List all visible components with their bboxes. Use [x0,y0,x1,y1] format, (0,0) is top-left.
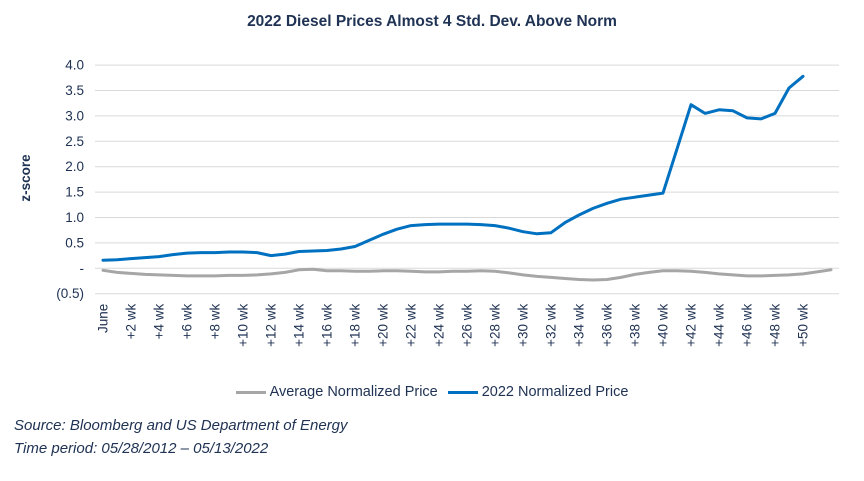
y-tick-label: 2.5 [65,134,84,149]
y-tick-label: 1.5 [65,185,84,200]
source-note: Source: Bloomberg and US Department of E… [14,417,348,434]
legend-item-average: Average Normalized Price [235,384,438,400]
x-tick-label: +48 wk [768,303,783,346]
x-tick-label: +32 wk [544,303,559,346]
x-tick-label: +46 wk [740,303,755,346]
y-tick-label: 0.5 [65,235,84,250]
x-tick-label: +6 wk [180,303,195,339]
x-tick-label: +2 wk [124,303,139,339]
x-tick-label: +14 wk [292,303,307,346]
x-tick-label: +10 wk [236,303,251,346]
chart-title: 2022 Diesel Prices Almost 4 Std. Dev. Ab… [247,13,617,30]
legend-label-2022: 2022 Normalized Price [481,384,629,400]
chart-canvas: 4.0 3.5 3.0 2.5 2.0 1.5 1.0 0.5 - (0.5) June +2 wk +… [56,58,839,347]
chart-legend: Average Normalized Price 2022 Normalized… [0,384,864,400]
legend-label-average: Average Normalized Price [269,384,438,400]
x-tick-label: +50 wk [796,303,811,346]
legend-line-swatch-2022 [447,390,478,394]
y-tick-label: 4.0 [65,58,84,73]
x-tick-label: +16 wk [320,303,335,346]
x-tick-label: +12 wk [264,303,279,346]
y-tick-label: 2.0 [65,159,84,174]
y-tick-label: (0.5) [56,286,84,301]
series-line-average [101,267,833,282]
x-tick-label: +38 wk [628,303,643,346]
x-tick-label: +8 wk [208,303,223,339]
x-tick-label: +22 wk [404,303,419,346]
x-tick-label: +20 wk [376,303,391,346]
x-tick-label: June [96,304,111,333]
y-tick-label: 3.0 [65,108,84,123]
x-tick-label: +34 wk [572,303,587,346]
x-tick-label: +42 wk [684,303,699,346]
x-tick-label: +36 wk [600,303,615,346]
time-period-note: Time period: 05/28/2012 – 05/13/2022 [14,440,269,457]
x-tick-label: +30 wk [516,303,531,346]
legend-line-swatch-average [235,390,266,394]
x-tick-label: +26 wk [460,303,475,346]
x-tick-label: +44 wk [712,303,727,346]
y-tick-label: - [80,261,85,276]
x-tick-label: +4 wk [152,303,167,339]
y-tick-label: 3.5 [65,83,84,98]
x-tick-label: +40 wk [656,303,671,346]
x-tick-label: +18 wk [348,303,363,346]
series-line-2022 [101,74,805,262]
legend-item-2022: 2022 Normalized Price [447,384,629,400]
x-tick-label: +28 wk [488,303,503,346]
footnotes: Source: Bloomberg and US Department of E… [14,414,348,460]
x-tick-label: +24 wk [432,303,447,346]
y-tick-label: 1.0 [65,210,84,225]
